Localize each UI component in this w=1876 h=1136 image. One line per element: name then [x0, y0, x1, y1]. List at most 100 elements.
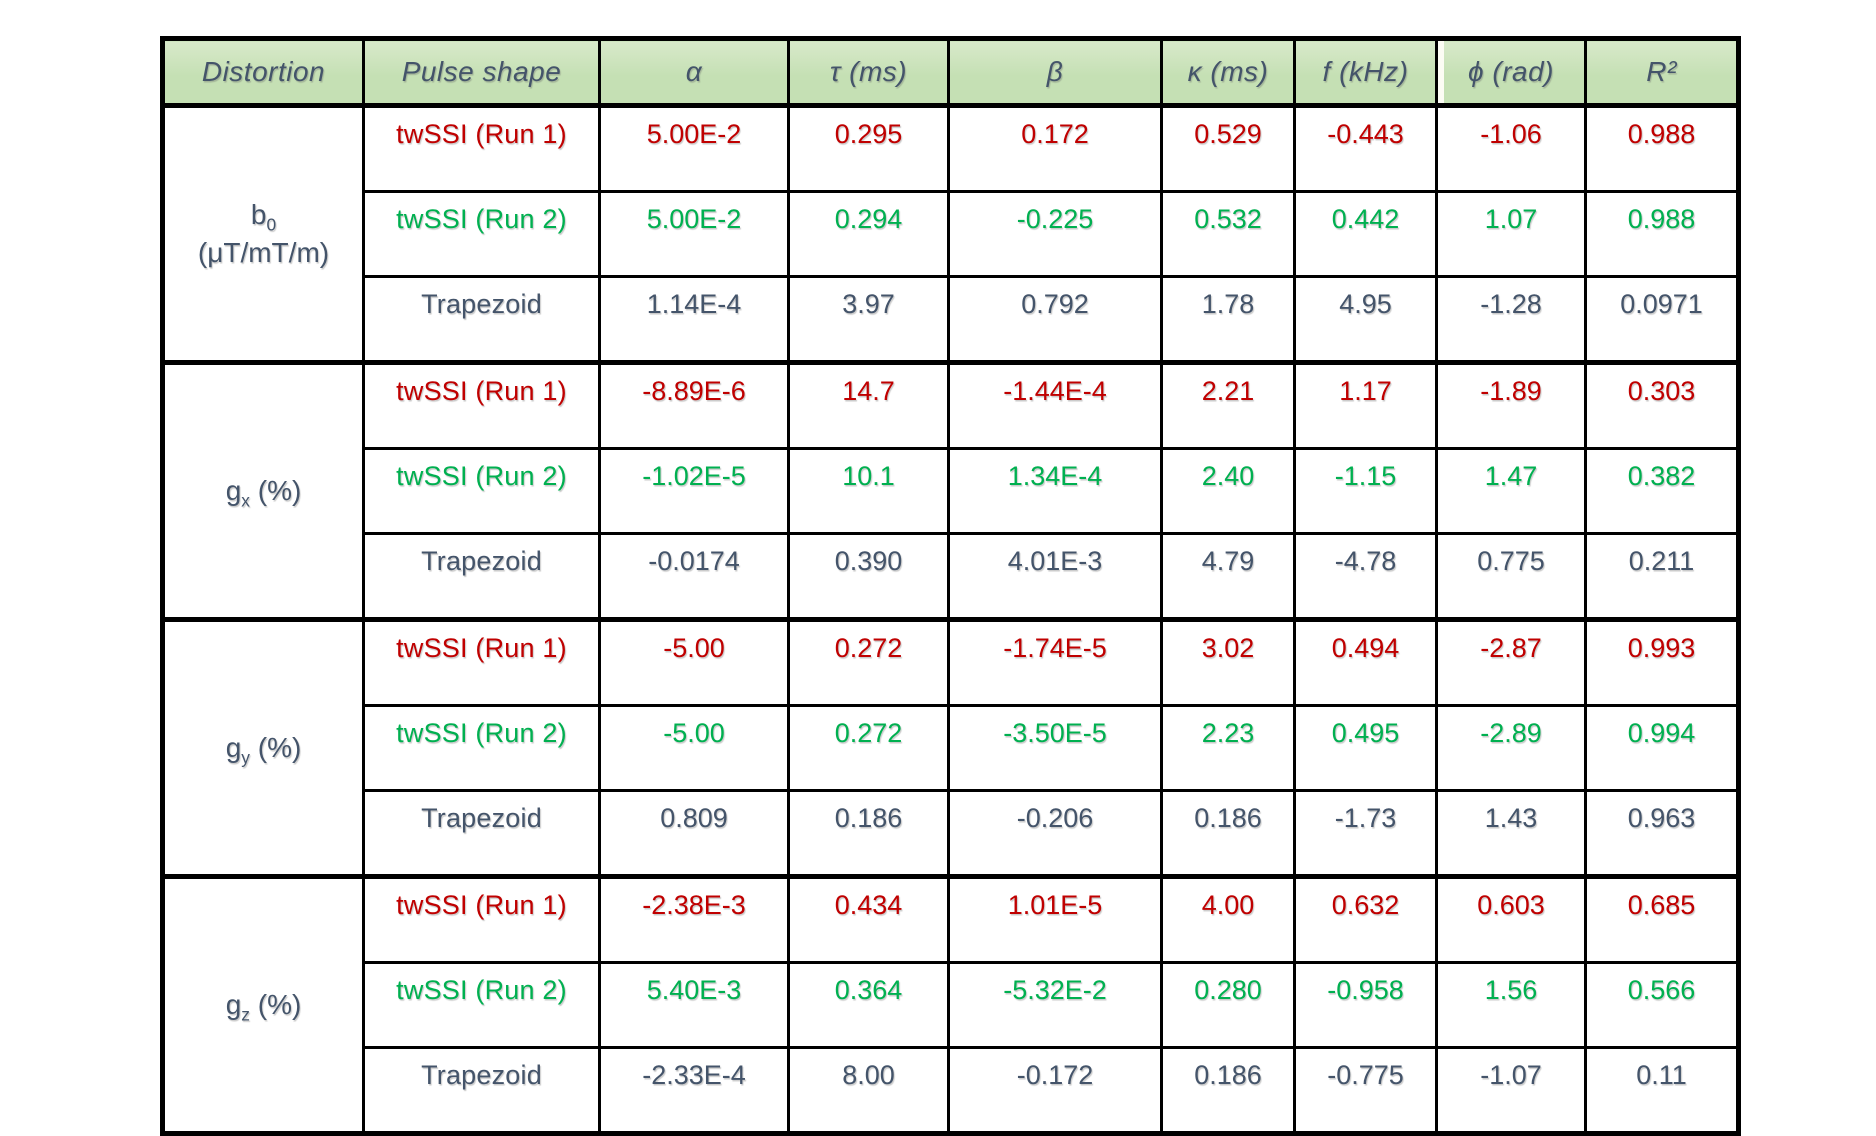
- page-background: Distortion Pulse shape α τ (ms) β κ (ms)…: [160, 36, 1741, 1136]
- value-cell: 1.56: [1435, 961, 1587, 1049]
- value-cell: -3.50E-5: [947, 704, 1163, 792]
- table-row: gz (%) twSSI (Run 1) -2.38E-3 0.434 1.01E-5 4…: [161, 874, 1740, 1135]
- value-cell: 0.186: [787, 789, 950, 878]
- value-cell: 3.97: [787, 275, 950, 364]
- value-cell: 4.00: [1160, 874, 1296, 964]
- distortion-subscript: y: [241, 747, 250, 768]
- col-header-phi: ϕ (rad): [1435, 37, 1587, 108]
- value-cell: 0.382: [1584, 447, 1740, 535]
- value-cell: -0.172: [947, 1046, 1163, 1135]
- value-cell: 5.40E-3: [598, 961, 790, 1049]
- value-cell: -2.87: [1435, 617, 1587, 707]
- value-cell: 0.495: [1293, 704, 1438, 792]
- value-cell: -1.28: [1435, 275, 1587, 364]
- value-cell: -1.74E-5: [947, 617, 1163, 707]
- value-cell: -0.225: [947, 190, 1163, 278]
- table-row: Trapezoid -0.0174 0.390 4.01E-3 4.79 -4.78 0.7…: [163, 532, 1740, 621]
- value-cell: -1.07: [1435, 1046, 1587, 1135]
- value-cell: 0.442: [1293, 190, 1438, 278]
- pulse-shape-label: twSSI (Run 1): [362, 103, 601, 193]
- distortion-subscript: z: [241, 1004, 250, 1025]
- value-cell: 0.809: [598, 789, 790, 878]
- distortion-symbol-line: b0: [166, 196, 361, 234]
- value-cell: 1.07: [1435, 190, 1587, 278]
- value-cell: -2.89: [1435, 704, 1587, 792]
- value-cell: -2.33E-4: [598, 1046, 790, 1135]
- value-cell: 0.603: [1435, 874, 1587, 964]
- table-row: twSSI (Run 2) 5.00E-2 0.294 -0.225 0.532 0.44…: [163, 190, 1740, 278]
- value-cell: -0.443: [1293, 103, 1438, 193]
- pulse-shape-label: Trapezoid: [362, 275, 601, 364]
- value-cell: -2.38E-3: [598, 874, 790, 964]
- col-header-distortion: Distortion: [161, 37, 365, 108]
- value-cell: 0.494: [1293, 617, 1438, 707]
- col-header-beta: β: [947, 37, 1163, 108]
- table-row: twSSI (Run 2) 5.40E-3 0.364 -5.32E-2 0.280 -0…: [163, 961, 1740, 1049]
- value-cell: -1.15: [1293, 447, 1438, 535]
- value-cell: 0.186: [1160, 789, 1296, 878]
- value-cell: 1.17: [1293, 360, 1438, 450]
- value-cell: 0.280: [1160, 961, 1296, 1049]
- value-cell: -1.89: [1435, 360, 1587, 450]
- value-cell: 0.988: [1584, 103, 1740, 193]
- value-cell: -0.775: [1293, 1046, 1438, 1135]
- distortion-symbol: g: [225, 731, 242, 763]
- distortion-group-label: gy (%): [161, 617, 365, 878]
- value-cell: 0.11: [1584, 1046, 1740, 1135]
- distortion-subscript: x: [241, 490, 250, 511]
- value-cell: 0.390: [787, 532, 950, 621]
- distortion-group-label: b0 (μT/mT/m): [161, 103, 365, 364]
- value-cell: 1.14E-4: [598, 275, 790, 364]
- value-cell: 0.272: [787, 704, 950, 792]
- value-cell: 0.303: [1584, 360, 1740, 450]
- value-cell: 1.01E-5: [947, 874, 1163, 964]
- value-cell: 5.00E-2: [598, 190, 790, 278]
- value-cell: 1.34E-4: [947, 447, 1163, 535]
- value-cell: -8.89E-6: [598, 360, 790, 450]
- value-cell: -4.78: [1293, 532, 1438, 621]
- table-row: Trapezoid 1.14E-4 3.97 0.792 1.78 4.95 -1.28 0.…: [163, 275, 1740, 364]
- value-cell: 3.02: [1160, 617, 1296, 707]
- pulse-shape-label: twSSI (Run 1): [362, 617, 601, 707]
- distortion-symbol-line: gx (%): [166, 472, 361, 510]
- col-header-tau: τ (ms): [787, 37, 950, 108]
- pulse-shape-label: Trapezoid: [362, 1046, 601, 1135]
- distortion-suffix: (%): [249, 474, 302, 506]
- pulse-shape-label: Trapezoid: [362, 532, 601, 621]
- col-header-pulse-shape: Pulse shape: [362, 37, 601, 108]
- col-header-r-squared: R²: [1584, 37, 1740, 108]
- value-cell: -0.958: [1293, 961, 1438, 1049]
- value-cell: 1.43: [1435, 789, 1587, 878]
- pulse-shape-label: Trapezoid: [362, 789, 601, 878]
- col-header-alpha: α: [598, 37, 790, 108]
- table-row: b0 (μT/mT/m) twSSI (Run 1) 5.00E-2 0.295 0.17…: [161, 103, 1740, 364]
- value-cell: 1.78: [1160, 275, 1296, 364]
- value-cell: 0.993: [1584, 617, 1740, 707]
- value-cell: 2.40: [1160, 447, 1296, 535]
- distortion-group-label: gz (%): [161, 874, 365, 1135]
- table-row: Trapezoid -2.33E-4 8.00 -0.172 0.186 -0.775 -1…: [163, 1046, 1740, 1135]
- value-cell: 0.272: [787, 617, 950, 707]
- value-cell: 0.0971: [1584, 275, 1740, 364]
- value-cell: 0.529: [1160, 103, 1296, 193]
- value-cell: 0.532: [1160, 190, 1296, 278]
- pulse-shape-label: twSSI (Run 2): [362, 704, 601, 792]
- value-cell: -0.206: [947, 789, 1163, 878]
- pulse-shape-label: twSSI (Run 2): [362, 447, 601, 535]
- value-cell: 4.95: [1293, 275, 1438, 364]
- distortion-group-label: gx (%): [161, 360, 365, 621]
- value-cell: -0.0174: [598, 532, 790, 621]
- header-row: Distortion Pulse shape α τ (ms) β κ (ms)…: [161, 37, 1740, 108]
- col-header-kappa: κ (ms): [1160, 37, 1296, 108]
- distortion-symbol-line: gz (%): [166, 986, 361, 1024]
- value-cell: 0.566: [1584, 961, 1740, 1049]
- value-cell: -1.02E-5: [598, 447, 790, 535]
- value-cell: 8.00: [787, 1046, 950, 1135]
- distortion-symbol-line: gy (%): [166, 729, 361, 767]
- value-cell: 0.294: [787, 190, 950, 278]
- distortion-symbol: g: [225, 988, 242, 1020]
- value-cell: -5.32E-2: [947, 961, 1163, 1049]
- col-header-frequency: f (kHz): [1293, 37, 1438, 108]
- table-row: Trapezoid 0.809 0.186 -0.206 0.186 -1.73 1.43 0…: [163, 789, 1740, 878]
- value-cell: 4.79: [1160, 532, 1296, 621]
